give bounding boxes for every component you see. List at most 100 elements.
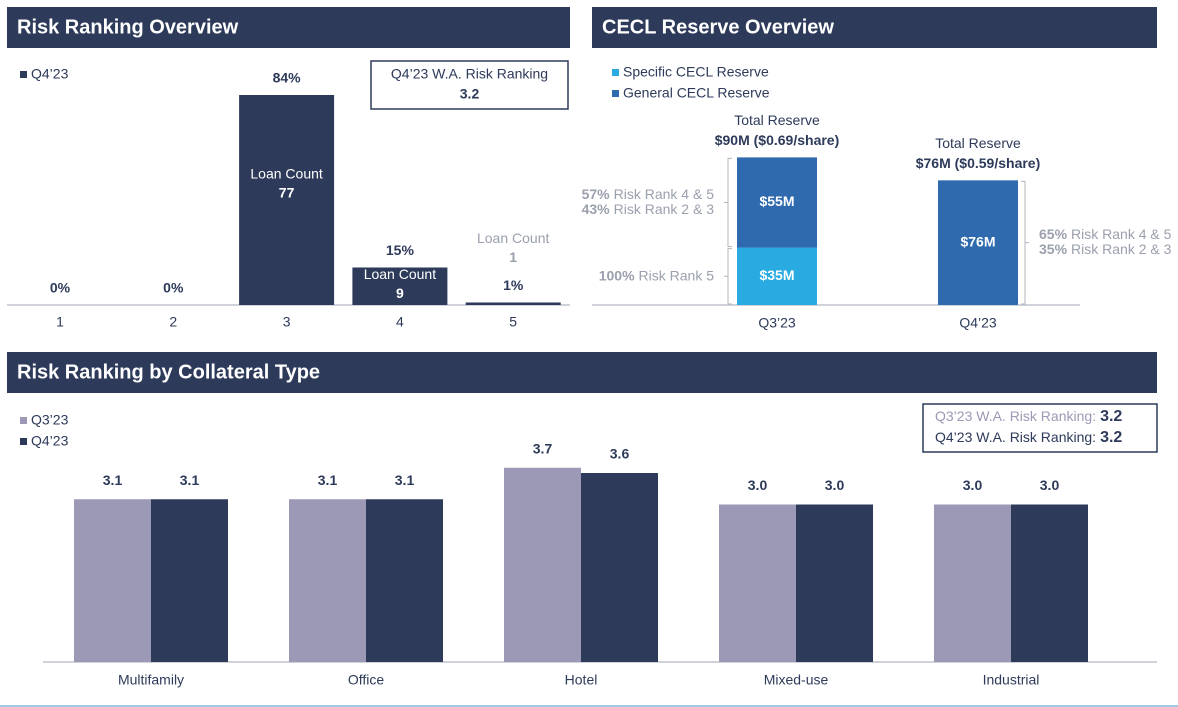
loan-count-label: Loan Count: [364, 266, 437, 282]
value-label: 3.7: [533, 440, 553, 456]
section-title: Risk Ranking Overview: [17, 16, 239, 38]
section-title: Risk Ranking by Collateral Type: [17, 361, 320, 383]
legend-swatch: [612, 69, 619, 76]
summary-box: [370, 60, 569, 110]
total-value: $76M ($0.59/share): [916, 155, 1041, 171]
risk-note-label: Risk Rank 4 & 5: [1071, 226, 1172, 242]
value-label: 1%: [503, 277, 524, 293]
x-tick-label: Industrial: [983, 672, 1040, 688]
x-tick-label: Q3’23: [758, 315, 796, 331]
bar: [366, 499, 443, 662]
x-tick-label: 1: [56, 314, 64, 330]
summary-value: 3.2: [460, 86, 480, 102]
summary-line: Q3’23 W.A. Risk Ranking: 3.2: [935, 408, 1122, 426]
loan-count: 77: [279, 185, 295, 201]
x-tick-label: Office: [348, 672, 385, 688]
section-header: [7, 352, 1157, 393]
value-label: $76M: [960, 233, 995, 249]
bar: [737, 247, 817, 305]
legend-swatch: [20, 417, 27, 424]
x-tick-label: 5: [509, 314, 517, 330]
x-tick-label: 2: [169, 314, 177, 330]
value-label: 0%: [163, 280, 184, 296]
bar: [74, 499, 151, 662]
risk-note-share: 57%: [582, 186, 611, 202]
section-title: CECL Reserve Overview: [602, 16, 834, 38]
risk-note-label: Risk Rank 4 & 5: [614, 186, 715, 202]
summary-line: Q4’23 W.A. Risk Ranking: 3.2: [935, 429, 1122, 447]
bar: [938, 180, 1018, 305]
bar: [151, 499, 228, 662]
legend-swatch: [612, 90, 619, 97]
value-label: $55M: [759, 193, 794, 209]
bar: [737, 157, 817, 248]
value-label: 3.0: [1040, 477, 1060, 493]
bar: [581, 473, 658, 662]
value-label: 3.6: [610, 446, 630, 462]
summary-value: 3.2: [1100, 408, 1122, 425]
legend-label: Specific CECL Reserve: [623, 64, 769, 80]
risk-note-share: 35%: [1039, 241, 1068, 257]
bar: [289, 499, 366, 662]
x-tick-label: 3: [283, 314, 291, 330]
risk-note: 100% Risk Rank 5: [599, 267, 714, 283]
bar: [504, 467, 581, 662]
legend-swatch: [20, 438, 27, 445]
total-value: $90M ($0.69/share): [715, 132, 840, 148]
total-label: Total Reserve: [935, 135, 1021, 151]
bar: [934, 504, 1011, 662]
legend-label: Q3’23: [31, 412, 69, 428]
value-label: 3.1: [180, 472, 200, 488]
value-label: 3.1: [395, 472, 415, 488]
value-label: 3.1: [103, 472, 123, 488]
section-header: [7, 7, 570, 48]
summary-value: 3.2: [1100, 429, 1122, 446]
x-tick-label: Q4’23: [959, 315, 997, 331]
loan-count-label: Loan Count: [250, 166, 323, 182]
total-label: Total Reserve: [734, 112, 820, 128]
bracket: [724, 248, 732, 305]
risk-note: 35% Risk Rank 2 & 3: [1039, 241, 1172, 257]
value-label: 3.0: [963, 477, 983, 493]
risk-note-label: Risk Rank 5: [639, 267, 715, 283]
bar: [719, 504, 796, 662]
loan-count: 9: [396, 285, 404, 301]
risk-note-label: Risk Rank 2 & 3: [1071, 241, 1172, 257]
value-label: 84%: [273, 70, 302, 86]
value-label: 3.0: [748, 477, 768, 493]
value-label: $35M: [759, 267, 794, 283]
bracket: [724, 157, 732, 248]
legend-label: Q4’23: [31, 66, 69, 82]
risk-note-label: Risk Rank 2 & 3: [614, 201, 715, 217]
value-label: 3.0: [825, 477, 845, 493]
risk-note-share: 100%: [599, 267, 635, 283]
value-label: 15%: [386, 242, 415, 258]
section-header: [592, 7, 1157, 48]
x-tick-label: 4: [396, 314, 404, 330]
value-label: 0%: [50, 280, 71, 296]
summary-label: Q4’23 W.A. Risk Ranking:: [935, 429, 1096, 445]
bar: [465, 302, 561, 305]
legend-label: General CECL Reserve: [623, 85, 770, 101]
risk-note-share: 43%: [582, 201, 611, 217]
summary-box: [922, 403, 1158, 453]
value-label: 3.1: [318, 472, 338, 488]
bar: [239, 95, 335, 305]
risk-note-share: 65%: [1039, 226, 1068, 242]
risk-note: 65% Risk Rank 4 & 5: [1039, 226, 1172, 242]
legend-swatch: [20, 71, 27, 78]
x-tick-label: Mixed-use: [764, 672, 829, 688]
summary-label: Q3’23 W.A. Risk Ranking:: [935, 408, 1096, 424]
x-tick-label: Hotel: [565, 672, 598, 688]
bracket: [1021, 180, 1029, 305]
loan-count-label: Loan Count: [477, 230, 550, 246]
summary-label: Q4’23 W.A. Risk Ranking: [391, 66, 548, 82]
bar: [796, 504, 873, 662]
loan-count: 1: [509, 249, 517, 265]
bar: [352, 267, 448, 305]
risk-note: 43% Risk Rank 2 & 3: [582, 201, 715, 217]
risk-note: 57% Risk Rank 4 & 5: [582, 186, 715, 202]
bar: [1011, 504, 1088, 662]
